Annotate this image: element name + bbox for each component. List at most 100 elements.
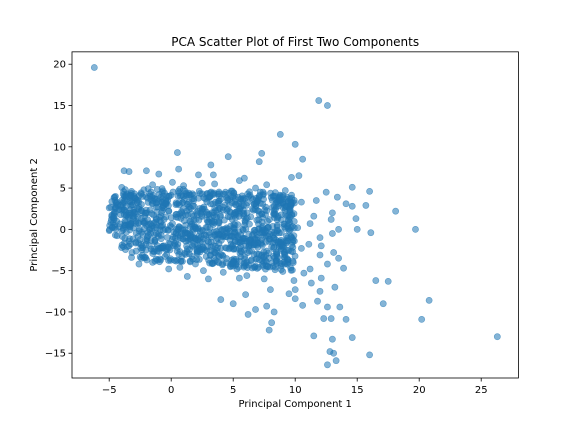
data-point — [295, 172, 303, 180]
data-point — [185, 198, 193, 206]
data-point — [217, 296, 225, 303]
data-point — [173, 244, 181, 251]
data-point — [149, 199, 157, 207]
y-tick-label: 15 — [53, 101, 66, 112]
data-point — [111, 205, 119, 213]
data-point — [209, 190, 217, 198]
data-point — [167, 191, 175, 199]
data-point — [222, 259, 230, 267]
x-tick-label: 5 — [230, 385, 236, 396]
data-point — [126, 223, 134, 231]
data-point — [156, 258, 163, 266]
data-point — [246, 188, 253, 196]
y-tick-label: 5 — [60, 184, 66, 195]
data-point — [209, 242, 217, 250]
data-point — [332, 357, 340, 365]
data-point — [200, 203, 208, 211]
data-point — [300, 269, 308, 277]
data-point — [324, 303, 331, 311]
data-point — [342, 315, 350, 323]
data-point — [154, 203, 162, 211]
data-point — [185, 191, 193, 199]
data-point — [146, 206, 154, 214]
data-point — [140, 186, 148, 194]
data-point — [169, 178, 176, 186]
data-point — [348, 334, 356, 341]
data-point — [320, 315, 328, 322]
data-point — [330, 349, 338, 357]
data-point — [322, 188, 330, 196]
data-point — [324, 260, 331, 268]
data-point — [121, 219, 129, 226]
data-point — [244, 311, 252, 318]
data-point — [207, 161, 215, 169]
data-point — [155, 170, 163, 178]
data-point — [118, 184, 126, 191]
data-point — [224, 197, 231, 204]
data-point — [324, 102, 331, 109]
data-point — [129, 212, 137, 220]
data-point — [105, 204, 113, 212]
data-point — [212, 227, 220, 235]
data-point — [238, 192, 246, 200]
data-point — [136, 236, 144, 244]
data-point — [312, 197, 320, 204]
data-point — [291, 140, 299, 148]
data-point — [307, 279, 315, 287]
data-point — [281, 187, 289, 194]
data-point — [384, 277, 392, 285]
data-point — [290, 277, 298, 284]
data-point — [135, 198, 143, 206]
data-point — [290, 237, 298, 245]
data-point — [284, 237, 292, 245]
data-point — [135, 260, 143, 268]
data-point — [247, 257, 255, 265]
data-point — [135, 205, 143, 213]
x-tick-label: 15 — [351, 385, 364, 396]
x-tick-label: −5 — [102, 385, 117, 396]
data-point — [255, 256, 263, 264]
data-point — [179, 192, 187, 200]
data-point — [279, 243, 287, 251]
data-point — [196, 238, 204, 246]
data-point — [173, 210, 180, 218]
data-point — [219, 268, 227, 276]
data-point — [173, 149, 181, 156]
data-point — [235, 274, 243, 282]
y-tick-label: 20 — [53, 60, 66, 71]
data-point — [170, 256, 178, 264]
data-point — [299, 155, 307, 163]
data-point — [215, 190, 223, 198]
data-point — [260, 275, 268, 283]
data-point — [327, 315, 335, 322]
data-point — [310, 212, 318, 220]
data-point — [153, 196, 161, 203]
data-point — [348, 202, 356, 210]
data-point — [276, 259, 284, 267]
data-point — [265, 254, 273, 262]
data-point — [252, 306, 259, 313]
data-point — [289, 257, 297, 265]
data-point — [310, 332, 318, 340]
data-point — [418, 315, 426, 323]
y-tick-label: 10 — [53, 142, 66, 153]
data-point — [276, 131, 284, 138]
data-point — [209, 200, 217, 208]
data-point — [231, 237, 239, 245]
data-point — [362, 202, 370, 209]
data-point — [211, 219, 218, 226]
data-point — [233, 265, 241, 273]
data-point — [214, 206, 222, 214]
y-axis-label: Principal Component 2 — [29, 158, 40, 271]
data-point — [231, 201, 239, 208]
data-point — [90, 64, 98, 71]
data-point — [172, 229, 180, 236]
data-point — [366, 187, 373, 195]
data-point — [190, 195, 198, 203]
data-point — [342, 200, 350, 208]
data-point — [135, 225, 143, 233]
data-point — [335, 225, 342, 233]
data-point — [144, 194, 151, 202]
data-point — [150, 219, 158, 227]
